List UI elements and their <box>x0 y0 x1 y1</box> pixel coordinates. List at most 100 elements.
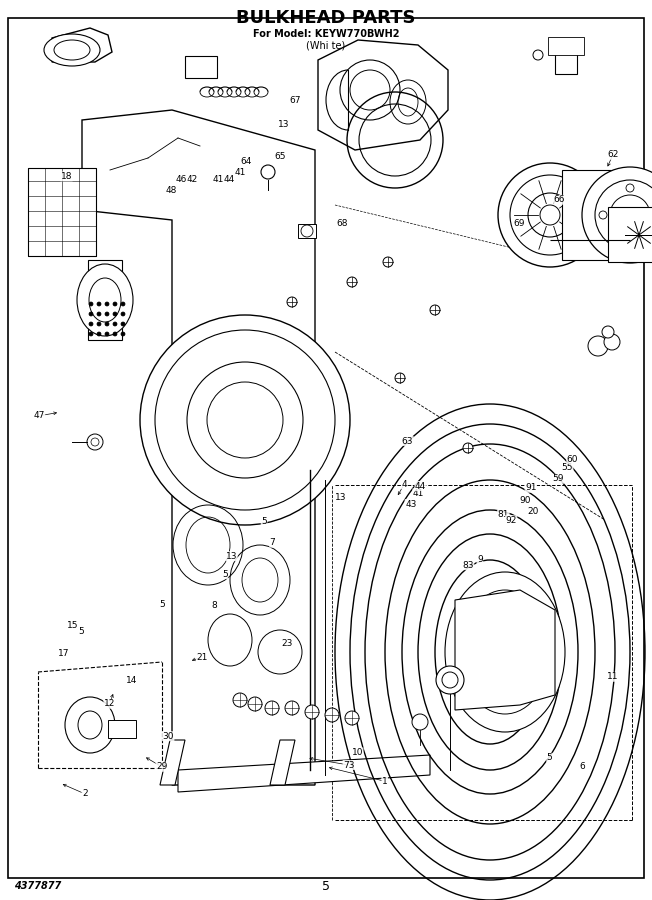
Bar <box>28 168 96 256</box>
Bar <box>608 207 652 262</box>
Ellipse shape <box>105 332 109 336</box>
Ellipse shape <box>430 305 440 315</box>
Ellipse shape <box>285 701 299 715</box>
Text: 91: 91 <box>525 483 537 492</box>
Text: 21: 21 <box>196 652 208 662</box>
Ellipse shape <box>121 332 125 336</box>
Text: 18: 18 <box>61 172 72 181</box>
Ellipse shape <box>233 693 247 707</box>
Text: 5: 5 <box>322 879 330 893</box>
Ellipse shape <box>121 302 125 306</box>
Text: 41: 41 <box>234 168 246 177</box>
Ellipse shape <box>113 312 117 316</box>
Text: 47: 47 <box>33 411 45 420</box>
Text: 42: 42 <box>186 176 198 184</box>
Bar <box>548 37 584 55</box>
Text: 55: 55 <box>561 464 573 472</box>
Ellipse shape <box>97 322 101 326</box>
Text: 48: 48 <box>165 186 177 195</box>
Text: 60: 60 <box>567 454 578 464</box>
Text: 90: 90 <box>520 496 531 505</box>
Text: 4377877: 4377877 <box>14 881 61 891</box>
Ellipse shape <box>105 312 109 316</box>
Ellipse shape <box>498 163 602 267</box>
Text: 43: 43 <box>405 500 417 508</box>
Text: 46: 46 <box>175 176 187 184</box>
Ellipse shape <box>347 277 357 287</box>
Text: 15: 15 <box>67 621 79 630</box>
Text: 9: 9 <box>477 555 482 564</box>
Text: 5: 5 <box>547 753 552 762</box>
Ellipse shape <box>89 332 93 336</box>
Text: 68: 68 <box>336 219 348 228</box>
Text: 73: 73 <box>343 760 355 770</box>
Polygon shape <box>82 110 315 785</box>
Text: BULKHEAD PARTS: BULKHEAD PARTS <box>236 9 416 27</box>
Text: 64: 64 <box>241 158 252 166</box>
Text: 13: 13 <box>334 493 346 502</box>
Text: 2: 2 <box>82 789 87 798</box>
Text: 8: 8 <box>211 601 216 610</box>
Ellipse shape <box>113 302 117 306</box>
Text: 41: 41 <box>213 176 224 184</box>
Text: 6: 6 <box>580 762 585 771</box>
Text: 67: 67 <box>289 96 301 105</box>
Text: 69: 69 <box>513 219 525 228</box>
Text: 92: 92 <box>505 516 517 525</box>
Ellipse shape <box>89 302 93 306</box>
Text: 5: 5 <box>222 570 228 579</box>
Text: 13: 13 <box>226 552 237 561</box>
Polygon shape <box>455 590 555 710</box>
Ellipse shape <box>604 334 620 350</box>
Ellipse shape <box>588 336 608 356</box>
Bar <box>298 224 316 238</box>
Text: 63: 63 <box>402 436 413 446</box>
Polygon shape <box>562 170 630 260</box>
Bar <box>555 42 577 74</box>
Ellipse shape <box>113 332 117 336</box>
Ellipse shape <box>121 322 125 326</box>
Ellipse shape <box>97 332 101 336</box>
Ellipse shape <box>140 315 350 525</box>
Ellipse shape <box>305 705 319 719</box>
Text: 66: 66 <box>554 195 565 204</box>
Text: 10: 10 <box>351 748 363 757</box>
Ellipse shape <box>383 257 393 267</box>
Polygon shape <box>88 260 122 340</box>
Ellipse shape <box>261 165 275 179</box>
Ellipse shape <box>97 312 101 316</box>
Polygon shape <box>318 40 448 150</box>
Text: 65: 65 <box>274 152 286 161</box>
Text: 44: 44 <box>224 176 235 184</box>
Text: 11: 11 <box>607 672 619 681</box>
Ellipse shape <box>533 50 543 60</box>
Ellipse shape <box>105 302 109 306</box>
Bar <box>185 56 217 78</box>
Text: 30: 30 <box>162 732 174 741</box>
Text: 17: 17 <box>58 649 70 658</box>
Ellipse shape <box>97 302 101 306</box>
Text: (Whi te): (Whi te) <box>306 41 346 51</box>
Text: 44: 44 <box>415 482 426 490</box>
Ellipse shape <box>436 666 464 694</box>
Text: 29: 29 <box>156 762 168 771</box>
Ellipse shape <box>602 326 614 338</box>
Ellipse shape <box>395 373 405 383</box>
Text: 23: 23 <box>281 639 293 648</box>
Text: 1: 1 <box>382 777 387 786</box>
Text: 20: 20 <box>527 507 539 516</box>
Ellipse shape <box>77 264 133 336</box>
Polygon shape <box>270 740 295 785</box>
Ellipse shape <box>89 322 93 326</box>
Ellipse shape <box>248 697 262 711</box>
Ellipse shape <box>325 708 339 722</box>
Text: 4: 4 <box>402 480 407 489</box>
Ellipse shape <box>44 34 100 66</box>
Text: 14: 14 <box>126 676 138 685</box>
Ellipse shape <box>345 711 359 725</box>
Bar <box>108 720 136 738</box>
Text: 13: 13 <box>278 120 289 129</box>
Text: 12: 12 <box>104 699 115 708</box>
Ellipse shape <box>412 714 428 730</box>
Text: 41: 41 <box>413 489 424 498</box>
